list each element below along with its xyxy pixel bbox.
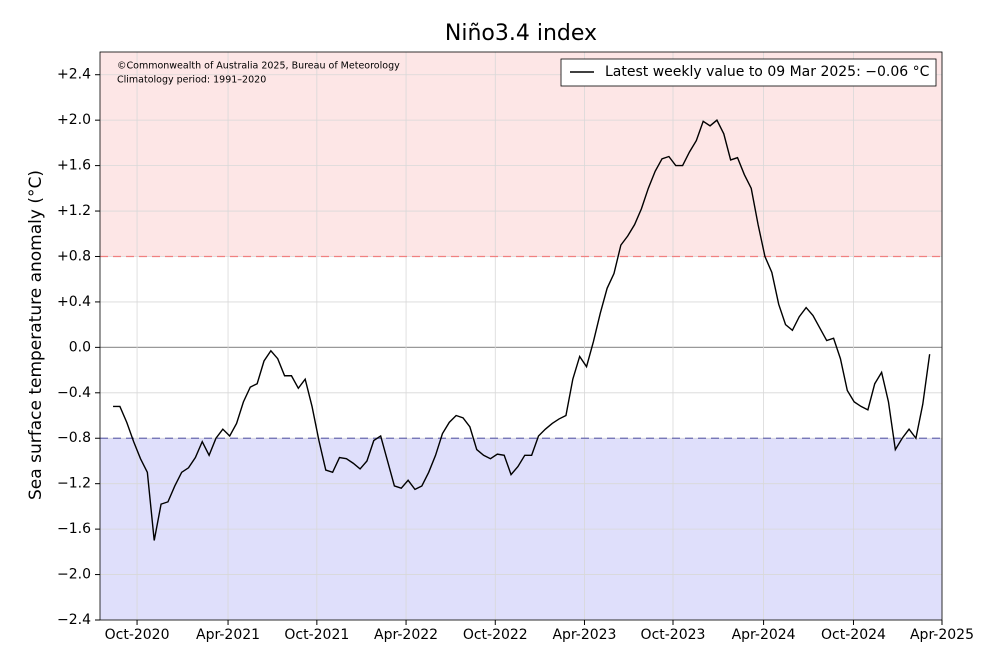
x-tick-label: Apr-2023 xyxy=(552,627,616,643)
annotation: Climatology period: 1991–2020 xyxy=(117,75,266,86)
y-tick-label: +1.2 xyxy=(57,203,91,219)
y-tick-label: −1.6 xyxy=(57,521,91,537)
chart-title: Niño3.4 index xyxy=(445,21,597,46)
legend: Latest weekly value to 09 Mar 2025: −0.0… xyxy=(560,58,937,87)
y-tick-label: −2.4 xyxy=(57,612,91,628)
data-line xyxy=(113,119,931,541)
x-tick-label: Oct-2023 xyxy=(641,627,706,643)
y-tick-label: −2.0 xyxy=(57,567,91,583)
y-tick-label: −1.2 xyxy=(57,476,91,492)
x-tick-label: Apr-2022 xyxy=(374,627,438,643)
x-tick-label: Oct-2022 xyxy=(463,627,528,643)
y-tick-label: +1.6 xyxy=(57,158,91,174)
plot-frame xyxy=(99,51,943,621)
x-tick-label: Apr-2025 xyxy=(910,627,974,643)
x-tick-label: Apr-2024 xyxy=(732,627,796,643)
y-tick-label: +0.4 xyxy=(57,294,91,310)
y-tick-label: −0.4 xyxy=(57,385,91,401)
y-axis-label: Sea surface temperature anomaly (°C) xyxy=(26,170,46,500)
y-tick-label: +0.8 xyxy=(57,248,91,264)
y-tick-label: +2.0 xyxy=(57,112,91,128)
legend-label: Latest weekly value to 09 Mar 2025: −0.0… xyxy=(605,64,930,80)
annotation: ©Commonwealth of Australia 2025, Bureau … xyxy=(117,61,400,72)
x-tick-label: Oct-2020 xyxy=(105,627,170,643)
x-tick-label: Apr-2021 xyxy=(196,627,260,643)
y-tick-label: 0.0 xyxy=(69,339,91,355)
x-tick-label: Oct-2021 xyxy=(284,627,349,643)
y-tick-label: +2.4 xyxy=(57,67,91,83)
y-tick-label: −0.8 xyxy=(57,430,91,446)
legend-box xyxy=(560,58,937,87)
x-tick-label: Oct-2024 xyxy=(821,627,886,643)
